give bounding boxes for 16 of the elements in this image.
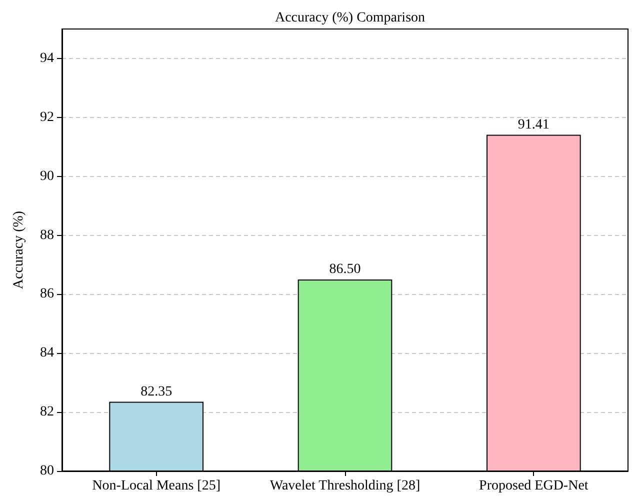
y-tick-label: 94	[40, 50, 54, 66]
data-label: 86.50	[329, 262, 361, 277]
x-tick-label: Wavelet Thresholding [28]	[270, 478, 420, 494]
x-tick-label: Proposed EGD-Net	[479, 478, 588, 494]
y-tick-label: 82	[40, 404, 54, 420]
chart-title: Accuracy (%) Comparison	[274, 10, 426, 26]
data-label: 91.41	[518, 117, 550, 132]
y-tick-label: 86	[40, 286, 54, 302]
y-axis-title: Accuracy (%)	[12, 210, 26, 290]
y-tick-label: 88	[40, 228, 54, 243]
y-tick-label: 90	[40, 168, 54, 184]
y-tick-label: 92	[40, 110, 54, 125]
x-tick-label: Non-Local Means [25]	[92, 478, 220, 494]
y-tick-label: 80	[40, 464, 54, 478]
data-label: 82.35	[140, 384, 172, 400]
y-tick-label: 84	[40, 346, 54, 361]
